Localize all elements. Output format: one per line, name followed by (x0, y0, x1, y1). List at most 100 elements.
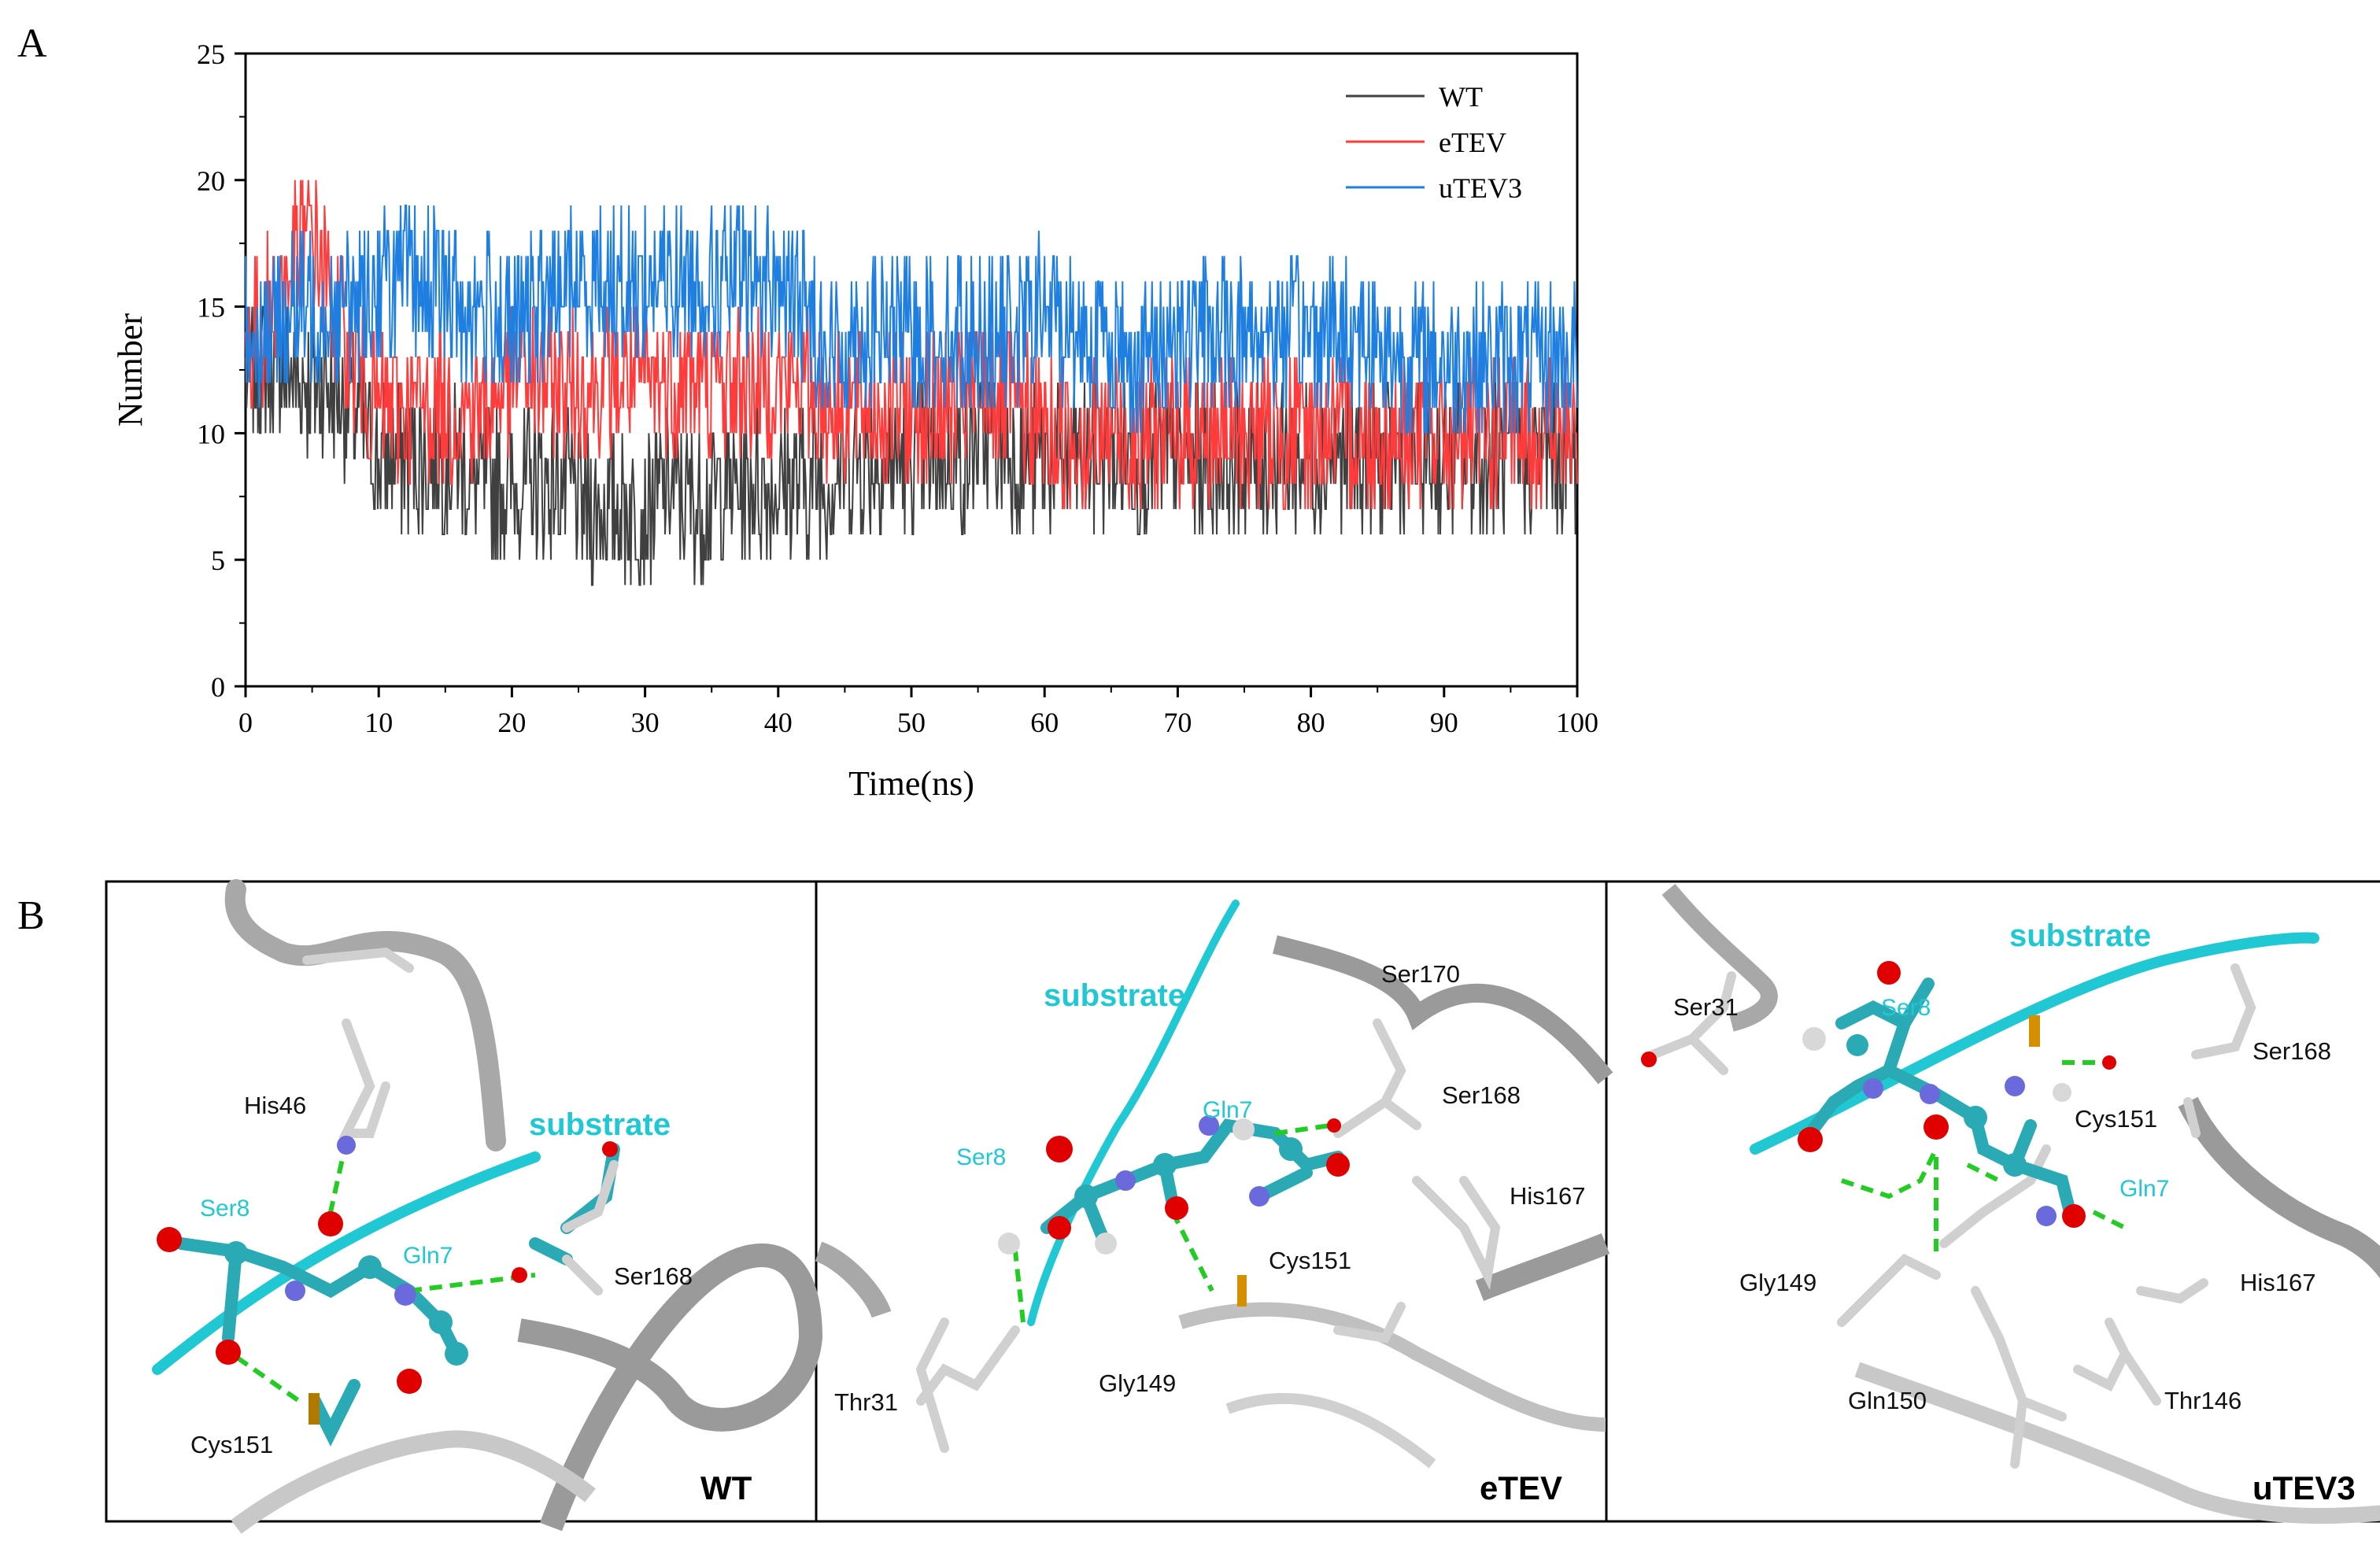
nitrogen-atom (2005, 1076, 2025, 1096)
label-substrate: substrate (1044, 978, 1185, 1013)
protein-ribbon (1225, 1392, 1436, 1469)
label-substrate: substrate (2009, 918, 2151, 953)
label-gln7: Gln7 (2119, 1176, 2169, 1202)
label-ser8: Ser8 (200, 1196, 249, 1222)
protein-ribbon (1854, 1362, 2380, 1524)
oxygen-atom (397, 1369, 422, 1394)
residue-sticks (1648, 963, 2256, 1469)
substrate-ribbon (1750, 932, 2319, 1155)
view-tag-etev: eTEV (1480, 1469, 1562, 1506)
x-tick-label: 90 (1430, 707, 1458, 738)
x-tick-label: 80 (1297, 707, 1325, 738)
view-wt: His46 substrate Ser8 Gln7 Ser168 Cys151 … (152, 879, 823, 1534)
y-tick-label: 25 (197, 39, 225, 70)
y-tick-label: 0 (211, 671, 225, 703)
label-his167: His167 (2240, 1269, 2316, 1296)
oxygen-atom (602, 1141, 618, 1157)
x-axis-label: Time(ns) (848, 764, 974, 803)
series-group (245, 179, 1578, 586)
oxygen-atom (1048, 1216, 1071, 1240)
panel-b-frame (105, 880, 2380, 1523)
label-gln7: Gln7 (1203, 1097, 1252, 1123)
x-tick-label: 50 (897, 707, 926, 738)
carbon-atom (445, 1342, 468, 1366)
label-cys151: Cys151 (1269, 1247, 1351, 1274)
residue-sticks (302, 947, 414, 1138)
oxygen-atom (1327, 1118, 1341, 1133)
carbon-atom (1846, 1034, 1868, 1056)
legend-label: eTEV (1439, 127, 1506, 158)
panel-b: His46 substrate Ser8 Gln7 Ser168 Cys151 … (105, 879, 2380, 1534)
label-thr146: Thr146 (2164, 1387, 2241, 1414)
y-tick-label: 15 (197, 292, 225, 323)
oxygen-atom (1165, 1196, 1188, 1220)
series-line-utev3 (245, 205, 1578, 434)
label-ser8: Ser8 (956, 1144, 1006, 1170)
legend-label: WT (1439, 81, 1483, 113)
legend: WT eTEV uTEV3 (1346, 81, 1522, 204)
oxygen-atom (318, 1211, 343, 1236)
protein-ribbon (815, 1241, 892, 1318)
view-tag-utev3: uTEV3 (2252, 1469, 2356, 1506)
protein-ribbon (1661, 883, 1778, 1032)
residue-sticks (562, 1160, 619, 1295)
protein-ribbon (2178, 1096, 2380, 1279)
residue-sticks (1040, 1118, 1344, 1242)
carbon-atom (1074, 1185, 1098, 1208)
protein-ribbon (1273, 935, 1613, 1085)
nitrogen-atom (394, 1284, 416, 1306)
label-gly149: Gly149 (1099, 1369, 1176, 1397)
label-ser168: Ser168 (1442, 1081, 1521, 1109)
label-ser168: Ser168 (614, 1262, 693, 1290)
oxygen-atom (157, 1227, 182, 1252)
view-tag-wt: WT (700, 1469, 752, 1506)
label-his46: His46 (244, 1092, 306, 1119)
carbon-atom (1153, 1153, 1177, 1177)
x-tick-label: 70 (1163, 707, 1192, 738)
panel-label-a: A (17, 21, 47, 66)
carbon-atom (358, 1255, 382, 1279)
carbon-atom (2003, 1153, 2027, 1177)
label-ser8: Ser8 (1881, 995, 1931, 1021)
protein-ribbon (517, 1244, 823, 1532)
nitrogen-atom (337, 1136, 356, 1155)
sulfur-atom (1237, 1275, 1247, 1307)
protein-ribbon (224, 879, 506, 1151)
x-tick-label: 30 (631, 707, 660, 738)
oxygen-atom (1326, 1153, 1350, 1177)
view-utev3: substrate Ser31 Ser8 Ser168 Cys151 Gln7 … (1641, 883, 2380, 1524)
sulfur-atom (2029, 1015, 2040, 1047)
x-tick-label: 0 (238, 707, 253, 738)
y-tick-label: 5 (211, 545, 225, 576)
residue-sticks (1804, 978, 2076, 1218)
x-tick-label: 10 (364, 707, 393, 738)
hydrogen-atom (1232, 1118, 1255, 1140)
nitrogen-atom (1199, 1115, 1219, 1136)
label-cys151: Cys151 (190, 1431, 273, 1458)
protein-ribbon (1475, 1233, 1610, 1301)
oxygen-atom (1798, 1127, 1823, 1152)
hydrogen-atom (998, 1233, 1020, 1255)
protein-ribbon (231, 1430, 596, 1534)
y-axis: 0 5 10 15 20 25 (197, 39, 246, 703)
x-tick-label: 40 (764, 707, 793, 738)
hydrogen-atom (1095, 1233, 1117, 1255)
nitrogen-atom (2036, 1206, 2057, 1226)
carbon-atom (429, 1310, 453, 1334)
label-gln150: Gln150 (1848, 1387, 1927, 1414)
residue-sticks (916, 1018, 1501, 1453)
carbon-atom (224, 1241, 248, 1265)
panel-label-b: B (17, 893, 45, 938)
label-ser31: Ser31 (1673, 993, 1739, 1021)
view-etev: substrate Ser170 Gln7 Ser168 Ser8 His167… (815, 900, 1613, 1506)
legend-label: uTEV3 (1439, 172, 1522, 204)
label-cys151: Cys151 (2075, 1105, 2157, 1133)
oxygen-atom (216, 1340, 241, 1365)
x-tick-label: 20 (497, 707, 526, 738)
label-ser170: Ser170 (1381, 960, 1460, 988)
protein-ribbon (1178, 1302, 1606, 1432)
carbon-atom (1279, 1137, 1303, 1161)
label-substrate: substrate (529, 1107, 671, 1142)
label-ser168: Ser168 (2252, 1037, 2331, 1065)
nitrogen-atom (1115, 1170, 1136, 1191)
